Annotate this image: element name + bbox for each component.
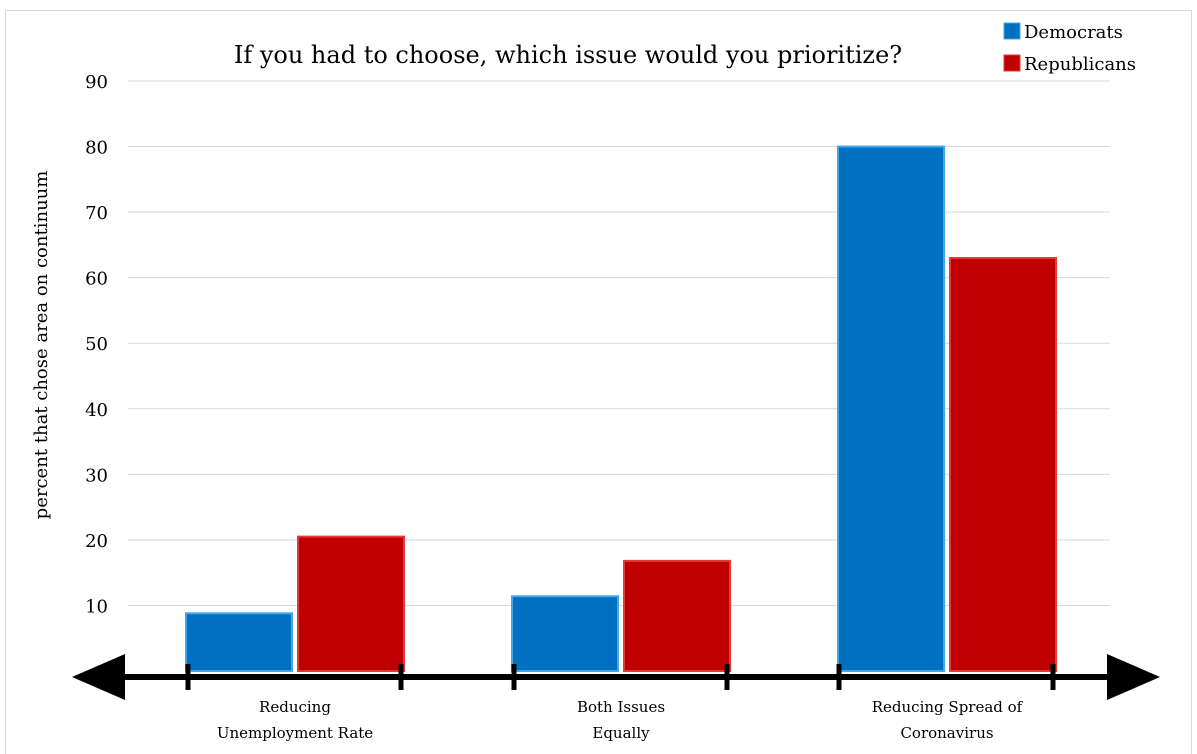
y-tick-label: 10 <box>85 596 108 617</box>
legend-swatch-republicans <box>1003 54 1021 72</box>
x-axis-right-arrowhead <box>1107 654 1160 700</box>
legend-label-republicans: Republicans <box>1024 54 1136 75</box>
bar-democrats-0 <box>185 612 293 672</box>
y-tick-label: 20 <box>85 531 108 552</box>
bar-republicans-2 <box>949 257 1057 672</box>
y-tick-label: 70 <box>85 203 108 224</box>
x-axis-tick-marks <box>185 664 1056 690</box>
bar-democrats-2 <box>837 145 945 673</box>
y-tick-label: 40 <box>85 400 108 421</box>
bar-democrats-1 <box>511 595 619 672</box>
y-axis-label: percent that chose area on continuum <box>31 171 52 520</box>
legend-label-democrats: Democrats <box>1024 22 1123 43</box>
y-tick-label: 60 <box>85 269 108 290</box>
bar-republicans-0 <box>297 535 405 672</box>
y-tick-label: 90 <box>85 72 108 93</box>
chart-title: If you had to choose, which issue would … <box>234 41 902 69</box>
bar-republicans-1 <box>623 559 731 672</box>
chart-frame <box>5 10 1192 754</box>
legend-swatch-democrats <box>1003 22 1021 40</box>
y-tick-label: 30 <box>85 465 108 486</box>
bars <box>185 145 1057 673</box>
x-axis-continuum <box>72 654 1160 700</box>
legend: Democrats Republicans <box>1003 22 1136 75</box>
y-tick-label: 50 <box>85 334 108 355</box>
y-tick-label: 80 <box>85 138 108 159</box>
x-axis-left-arrowhead <box>72 654 125 700</box>
gridlines <box>128 80 1110 606</box>
category-label: Both Issues Equally <box>577 698 665 742</box>
category-label: Reducing Unemployment Rate <box>217 698 373 742</box>
category-label: Reducing Spread of Coronavirus <box>872 698 1024 742</box>
y-tick-labels: 10 20 30 40 50 60 70 80 90 <box>85 72 108 617</box>
category-labels: Reducing Unemployment Rate Both Issues Equa… <box>217 698 1024 742</box>
